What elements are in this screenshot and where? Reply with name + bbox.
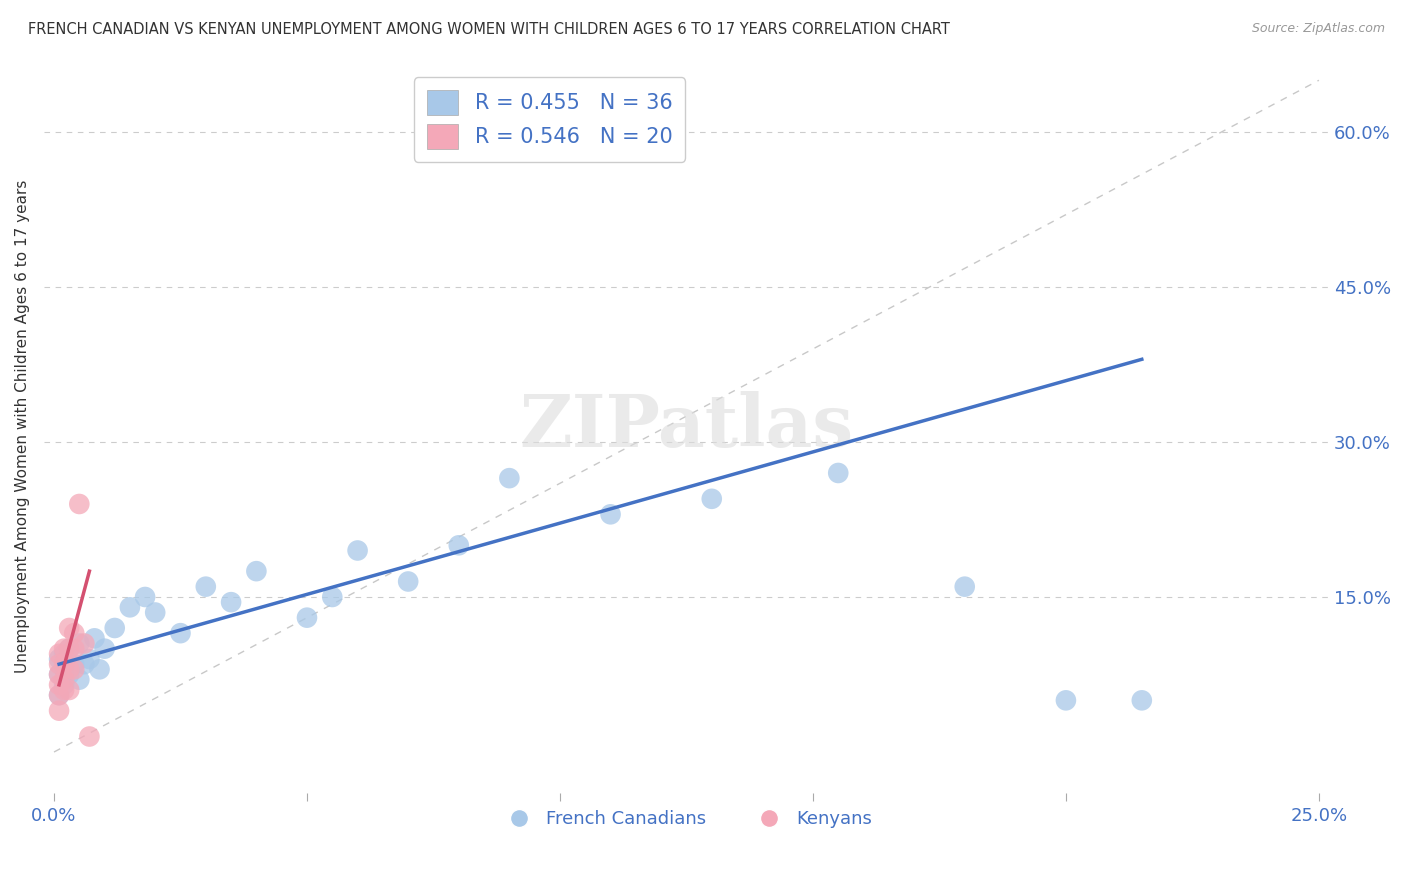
Point bbox=[48, 678, 70, 692]
Point bbox=[67, 636, 90, 650]
Point bbox=[599, 508, 621, 522]
Point bbox=[48, 688, 70, 702]
Text: Source: ZipAtlas.com: Source: ZipAtlas.com bbox=[1251, 22, 1385, 36]
Point bbox=[67, 673, 90, 687]
Point bbox=[53, 662, 76, 676]
Point bbox=[53, 683, 76, 698]
Text: FRENCH CANADIAN VS KENYAN UNEMPLOYMENT AMONG WOMEN WITH CHILDREN AGES 6 TO 17 YE: FRENCH CANADIAN VS KENYAN UNEMPLOYMENT A… bbox=[28, 22, 950, 37]
Point bbox=[58, 621, 80, 635]
Point bbox=[79, 652, 101, 666]
Point bbox=[53, 647, 76, 661]
Point bbox=[219, 595, 242, 609]
Point bbox=[58, 641, 80, 656]
Point bbox=[346, 543, 368, 558]
Legend: French Canadians, Kenyans: French Canadians, Kenyans bbox=[494, 803, 879, 836]
Point bbox=[58, 683, 80, 698]
Point bbox=[63, 662, 86, 676]
Point bbox=[827, 466, 849, 480]
Point bbox=[498, 471, 520, 485]
Point bbox=[79, 730, 101, 744]
Point bbox=[700, 491, 723, 506]
Point bbox=[953, 580, 976, 594]
Text: ZIPatlas: ZIPatlas bbox=[519, 391, 853, 462]
Point bbox=[53, 657, 76, 672]
Point bbox=[53, 641, 76, 656]
Point bbox=[1054, 693, 1077, 707]
Point bbox=[48, 667, 70, 681]
Point bbox=[48, 688, 70, 702]
Point bbox=[63, 657, 86, 672]
Point bbox=[73, 657, 96, 672]
Point bbox=[58, 667, 80, 681]
Point bbox=[63, 626, 86, 640]
Point bbox=[89, 662, 111, 676]
Point bbox=[83, 632, 105, 646]
Point bbox=[73, 636, 96, 650]
Point bbox=[396, 574, 419, 589]
Point bbox=[447, 538, 470, 552]
Point bbox=[48, 647, 70, 661]
Point bbox=[134, 590, 156, 604]
Point bbox=[53, 678, 76, 692]
Point bbox=[93, 641, 115, 656]
Point bbox=[48, 704, 70, 718]
Point bbox=[58, 641, 80, 656]
Y-axis label: Unemployment Among Women with Children Ages 6 to 17 years: Unemployment Among Women with Children A… bbox=[15, 180, 30, 673]
Point bbox=[194, 580, 217, 594]
Point bbox=[63, 641, 86, 656]
Point bbox=[118, 600, 141, 615]
Point bbox=[53, 673, 76, 687]
Point bbox=[245, 564, 267, 578]
Point bbox=[1130, 693, 1153, 707]
Point bbox=[321, 590, 343, 604]
Point bbox=[58, 662, 80, 676]
Point bbox=[295, 610, 318, 624]
Point bbox=[67, 497, 90, 511]
Point bbox=[48, 667, 70, 681]
Point bbox=[169, 626, 191, 640]
Point bbox=[48, 657, 70, 672]
Point bbox=[48, 652, 70, 666]
Point bbox=[143, 606, 166, 620]
Point bbox=[104, 621, 127, 635]
